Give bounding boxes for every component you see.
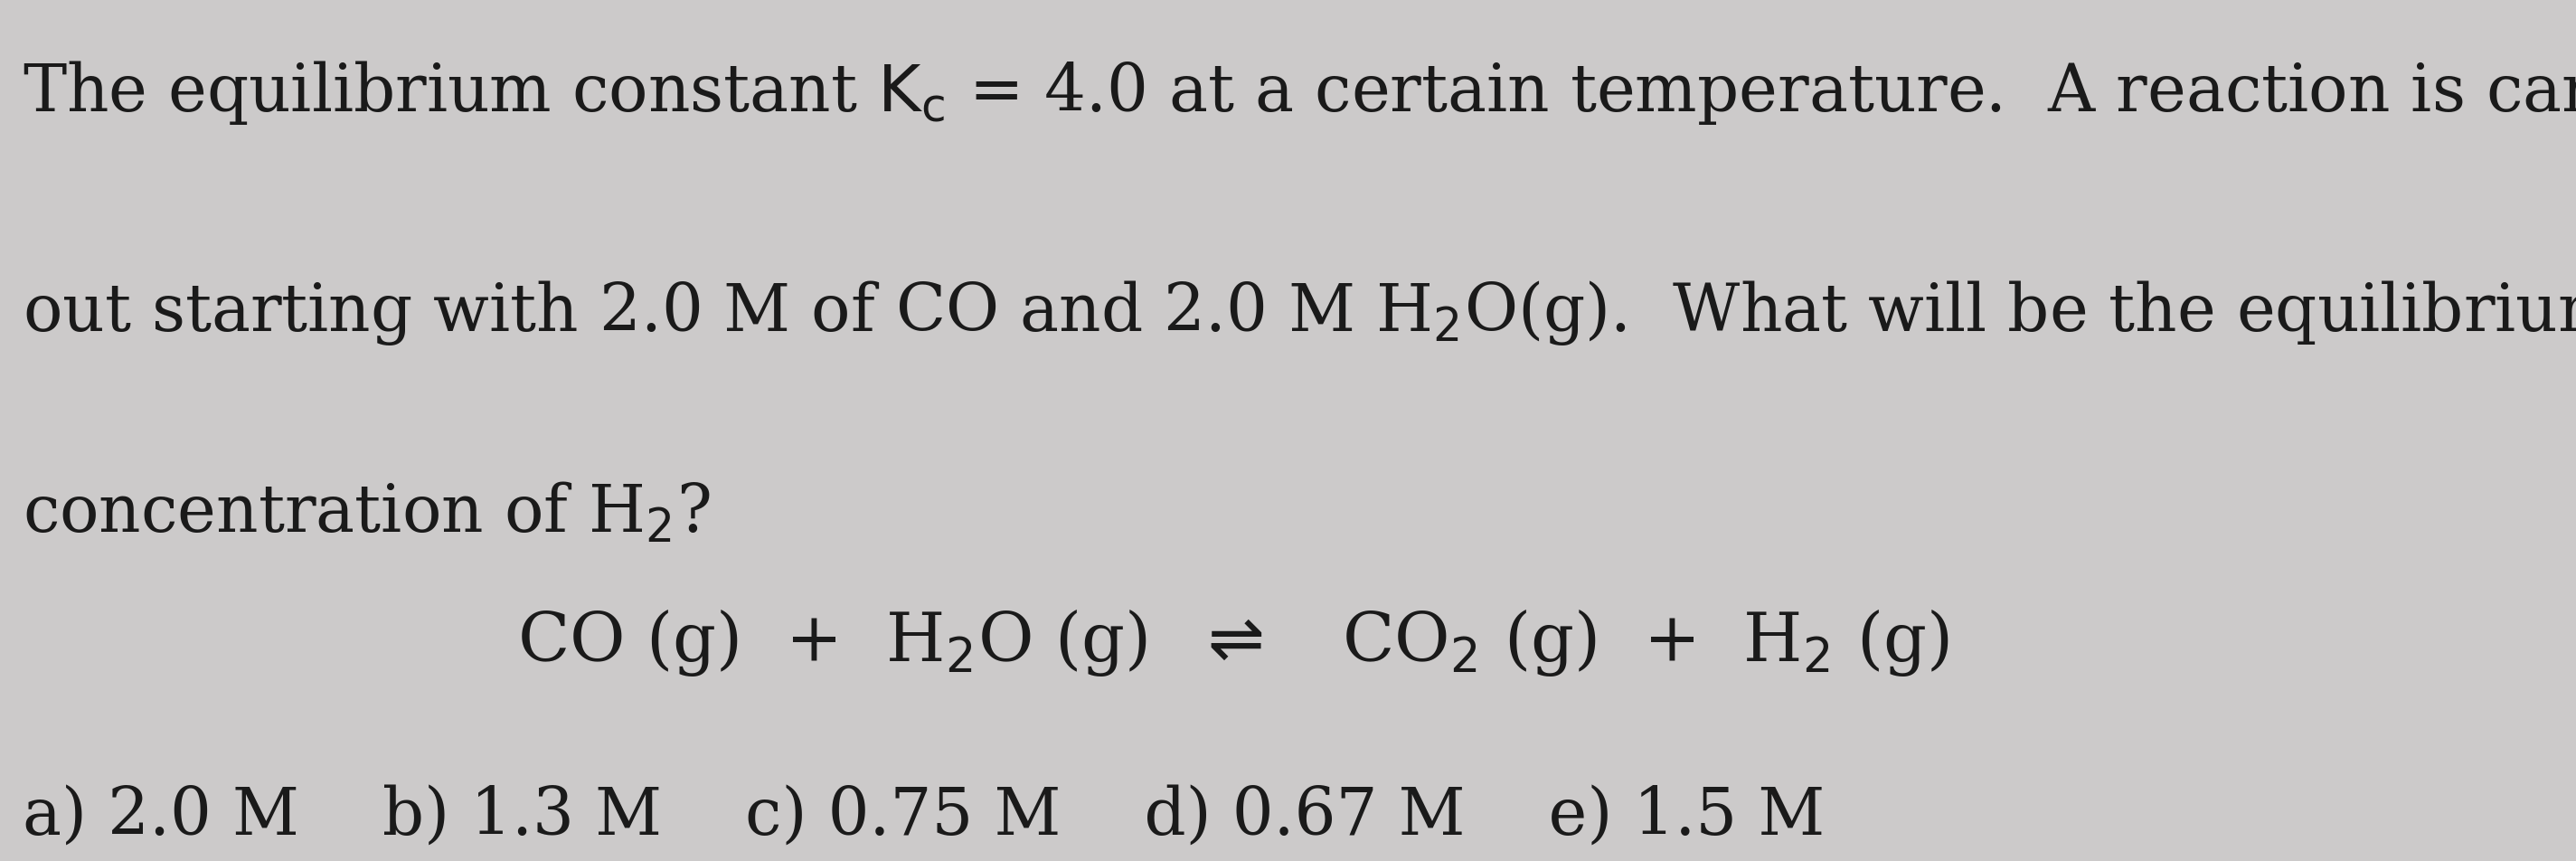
Text: The equilibrium constant $\mathrm{K_c}$ = 4.0 at a certain temperature.  A react: The equilibrium constant $\mathrm{K_c}$ …	[23, 59, 2576, 127]
Text: a) 2.0 M    b) 1.3 M    c) 0.75 M    d) 0.67 M    e) 1.5 M: a) 2.0 M b) 1.3 M c) 0.75 M d) 0.67 M e)…	[23, 784, 1824, 848]
Text: CO (g)  +  H$_2$O (g)  $\rightleftharpoons$   CO$_2$ (g)  +  H$_2$ (g): CO (g) + H$_2$O (g) $\rightleftharpoons$…	[518, 607, 1950, 678]
Text: concentration of H$_2$?: concentration of H$_2$?	[23, 480, 711, 546]
Text: out starting with 2.0 M of CO and 2.0 M H$_2$O(g).  What will be the equilibrium: out starting with 2.0 M of CO and 2.0 M …	[23, 278, 2576, 347]
